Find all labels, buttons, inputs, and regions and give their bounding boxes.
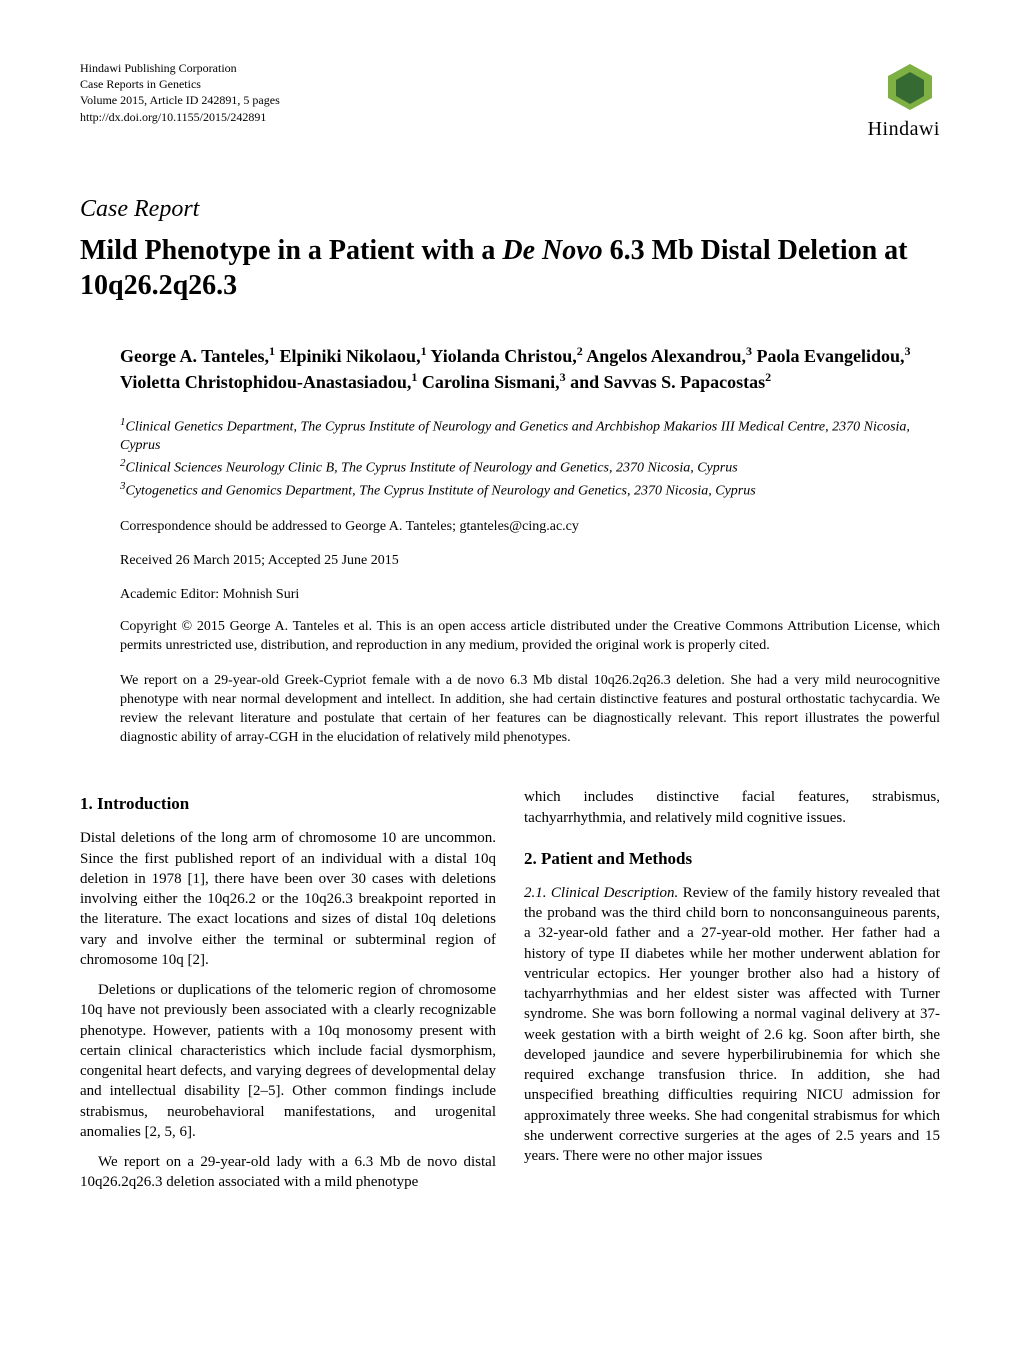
affiliation-3-text: Cytogenetics and Genomics Department, Th… [126,483,756,498]
title-part1: Mild Phenotype in a Patient with a [80,235,502,266]
copyright-notice: Copyright © 2015 George A. Tanteles et a… [120,618,940,656]
dates: Received 26 March 2015; Accepted 25 June… [120,551,940,571]
academic-editor: Academic Editor: Mohnish Suri [120,585,940,605]
left-column: 1. Introduction Distal deletions of the … [80,787,496,1202]
publisher-name: Hindawi Publishing Corporation [80,60,280,76]
intro-heading: 1. Introduction [80,793,496,816]
intro-para-1: Distal deletions of the long arm of chro… [80,828,496,970]
hindawi-icon [880,60,940,112]
affiliations: 1Clinical Genetics Department, The Cypru… [120,415,940,502]
hindawi-logo: Hindawi [868,60,940,143]
methods-para-1-text: Review of the family history revealed th… [524,885,940,1164]
affiliation-1: 1Clinical Genetics Department, The Cypru… [120,415,940,456]
affiliation-2-text: Clinical Sciences Neurology Clinic B, Th… [126,461,738,476]
hindawi-logo-text: Hindawi [868,115,940,143]
article-title: Mild Phenotype in a Patient with a De No… [80,233,940,303]
header-row: Hindawi Publishing Corporation Case Repo… [80,60,940,143]
methods-heading: 2. Patient and Methods [524,848,940,871]
affiliation-2: 2Clinical Sciences Neurology Clinic B, T… [120,456,940,479]
abstract: We report on a 29-year-old Greek-Cypriot… [120,672,940,748]
methods-para-1: 2.1. Clinical Description. Review of the… [524,883,940,1167]
doi-link: http://dx.doi.org/10.1155/2015/242891 [80,109,280,125]
publisher-info: Hindawi Publishing Corporation Case Repo… [80,60,280,125]
correspondence: Correspondence should be addressed to Ge… [120,517,940,537]
authors-list: George A. Tanteles,1 Elpiniki Nikolaou,1… [120,343,940,395]
title-denovo: De Novo [502,235,602,266]
two-column-body: 1. Introduction Distal deletions of the … [80,787,940,1202]
intro-para-3: We report on a 29-year-old lady with a 6… [80,1152,496,1193]
journal-name: Case Reports in Genetics [80,76,280,92]
intro-para-3-cont: which includes distinctive facial featur… [524,787,940,828]
methods-subsection-label: 2.1. Clinical Description. [524,885,678,901]
affiliation-1-text: Clinical Genetics Department, The Cyprus… [120,419,910,453]
article-type: Case Report [80,193,940,227]
volume-info: Volume 2015, Article ID 242891, 5 pages [80,92,280,108]
affiliation-3: 3Cytogenetics and Genomics Department, T… [120,479,940,502]
right-column: which includes distinctive facial featur… [524,787,940,1202]
intro-para-2: Deletions or duplications of the telomer… [80,980,496,1142]
